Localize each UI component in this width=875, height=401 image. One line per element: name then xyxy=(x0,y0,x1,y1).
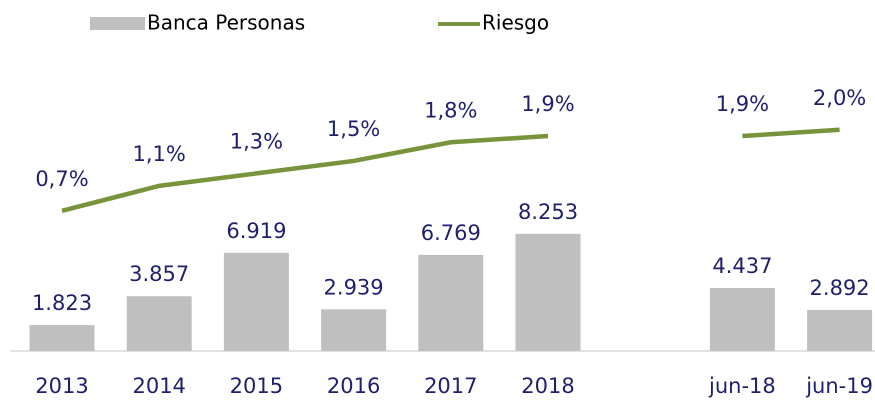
x-tick-label: 2017 xyxy=(424,374,477,398)
bar xyxy=(223,252,289,351)
bar xyxy=(807,309,873,351)
bar xyxy=(418,254,484,351)
data-label: 1,5% xyxy=(327,117,380,141)
line xyxy=(61,127,840,213)
x-tick-label: 2016 xyxy=(327,374,380,398)
bar xyxy=(29,325,95,351)
x-tick-label: 2013 xyxy=(35,374,88,398)
data-label: 1,8% xyxy=(424,98,477,122)
bar xyxy=(515,233,581,351)
data-label: 3.857 xyxy=(129,262,189,286)
data-label: 1,9% xyxy=(521,92,574,116)
data-label: 1,1% xyxy=(133,142,186,166)
bar xyxy=(126,296,192,351)
data-label: 6.769 xyxy=(421,221,481,245)
x-tick-label: 2014 xyxy=(132,374,185,398)
legend-swatch xyxy=(90,17,145,30)
data-label: 2,0% xyxy=(813,86,866,110)
data-label: 6.919 xyxy=(226,219,286,243)
x-tick-label: jun-18 xyxy=(708,374,776,398)
x-tick-label: 2018 xyxy=(521,374,574,398)
bar xyxy=(709,288,775,351)
data-label: 1.823 xyxy=(32,291,92,315)
x-tick-label: 2015 xyxy=(230,374,283,398)
data-label: 2.939 xyxy=(324,275,384,299)
legend-label: Banca Personas xyxy=(147,11,305,35)
bar xyxy=(321,309,387,351)
x-tick-label: jun-19 xyxy=(805,374,873,398)
data-label: 2.892 xyxy=(810,276,870,300)
data-label: 8.253 xyxy=(518,200,578,224)
legend-label: Riesgo xyxy=(482,11,549,35)
data-label: 4.437 xyxy=(712,254,772,278)
data-label: 1,3% xyxy=(230,129,283,153)
data-label: 1,9% xyxy=(716,92,769,116)
data-label: 0,7% xyxy=(35,167,88,191)
